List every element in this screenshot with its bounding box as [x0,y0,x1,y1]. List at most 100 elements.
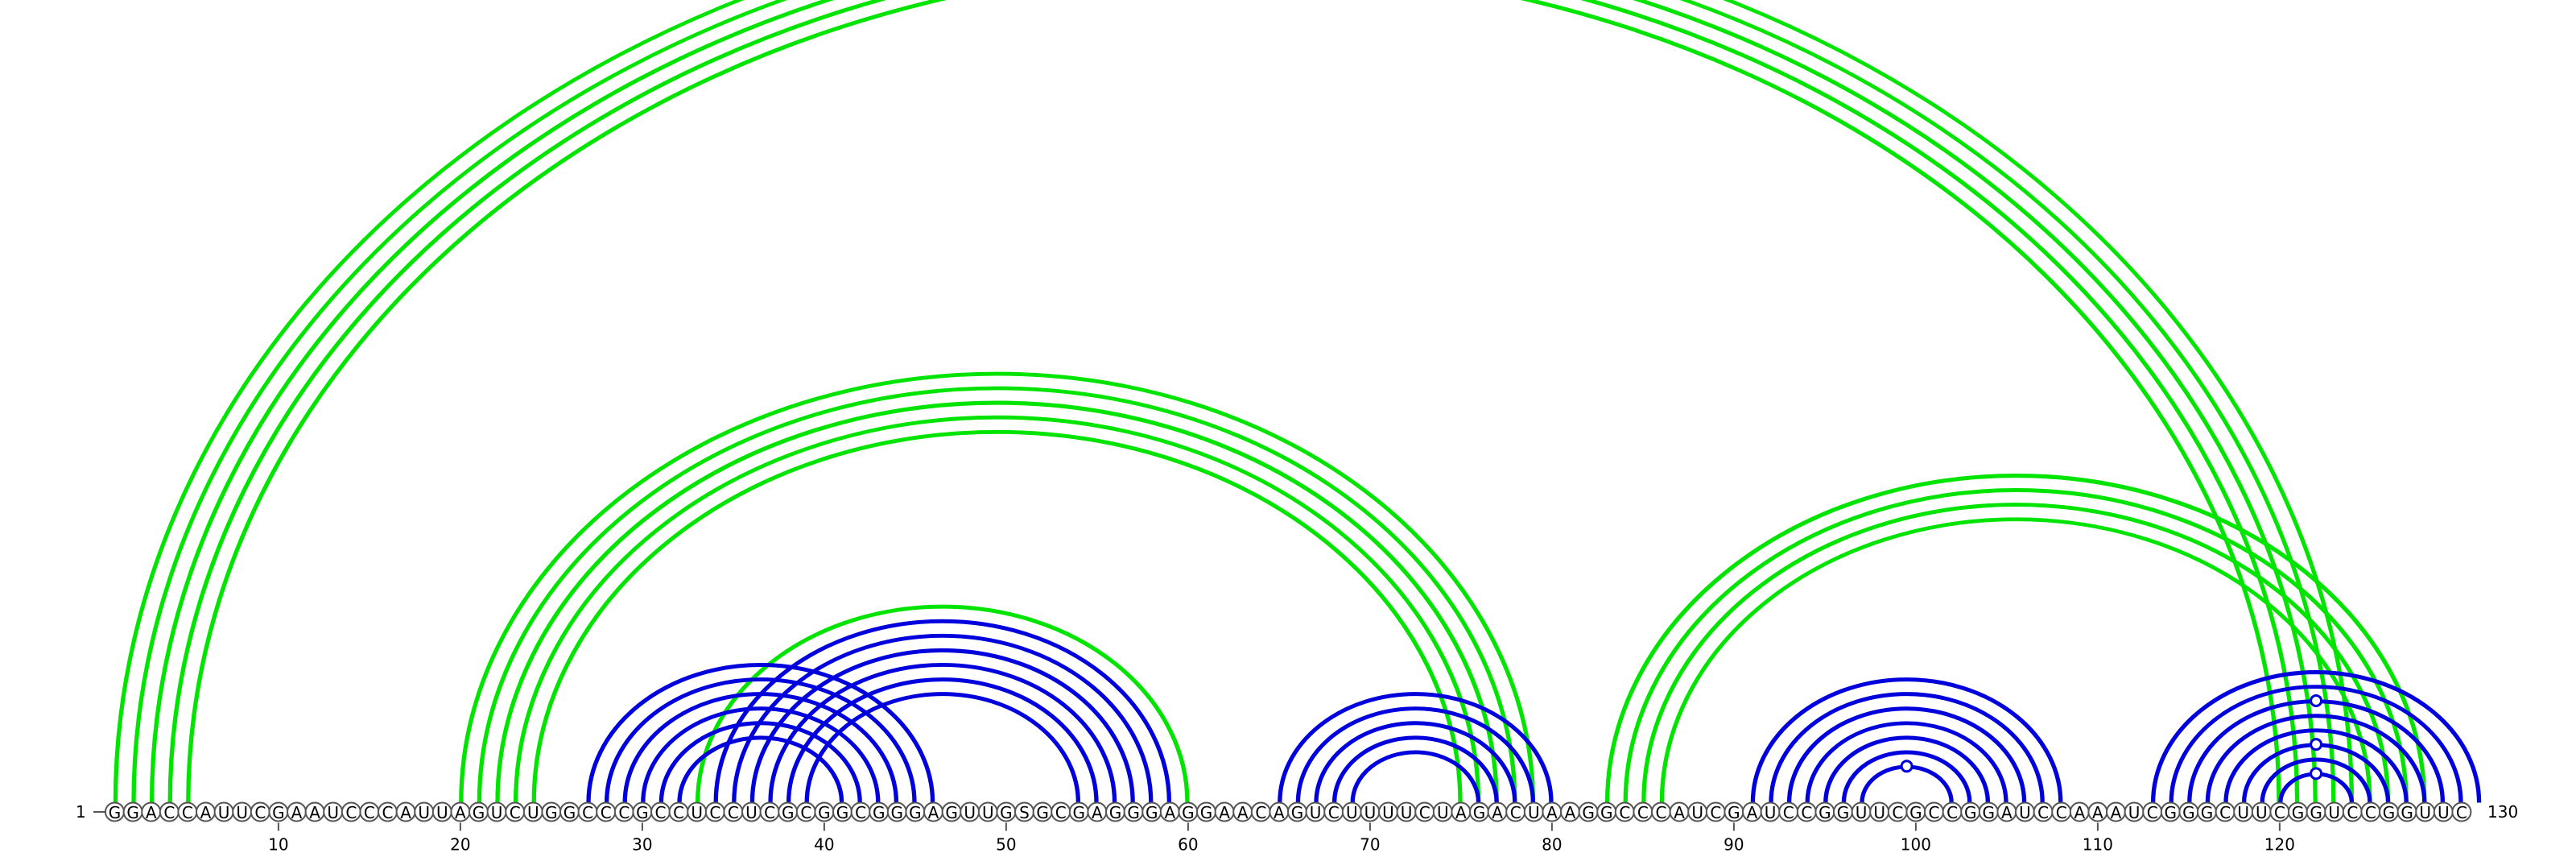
tick-layer: 10 20 30 40 50 60 70 80 90 100 110 120 [268,822,2295,855]
nucleotide-letter: C [254,803,266,822]
nucleotide-3: A [141,801,162,822]
nucleotide-93: C [1778,801,1799,822]
nucleotide-97: U [1851,801,1872,822]
nucleotide-letter: U [2237,803,2249,822]
nucleotide-letter: G [1983,803,1996,822]
nucleotide-letter: U [1528,803,1540,822]
green-arc-2-123 [133,0,2334,803]
nucleotide-41: G [832,801,852,822]
nucleotide-119: U [2251,801,2272,822]
nucleotide-85: C [1633,801,1653,822]
blue-arc-96-103 [1843,751,1971,803]
blue-arc-30-43 [642,707,879,803]
blue-arc-35-58 [732,633,1154,803]
blue-arc-93-106 [1788,707,2025,803]
nucleotide-letter: A [455,803,466,822]
nucleotide-103: G [1960,801,1981,822]
nucleotide-letter: G [473,803,485,822]
nucleotide-letter: U [418,803,430,822]
nucleotide-letter: G [1473,803,1486,822]
nucleotide-82: G [1578,801,1599,822]
nucleotide-30: G [632,801,653,822]
nucleotide-letter: C [709,803,720,822]
nucleotide-45: G [905,801,926,822]
nucleotide-letter: C [2365,803,2376,822]
nucleotide-46: A [923,801,943,822]
green-arc-86-125 [1661,518,2371,803]
nucleotide-64: C [1250,801,1271,822]
nucleotide-letter: G [109,803,122,822]
blue-arc-113-131 [2152,671,2480,803]
blue-arc-116-128 [2207,714,2425,803]
nucleotide-9: C [250,801,270,822]
nucleotide-letter: C [1710,803,1721,822]
nucleotide-letter: C [1328,803,1340,822]
nucleotide-52: G [1032,801,1053,822]
nucleotide-letter: A [1747,803,1758,822]
nucleotide-letter: G [1837,803,1850,822]
nucleotide-letter: C [673,803,684,822]
nucleotide-12: A [304,801,325,822]
nucleotide-letter: G [2182,803,2195,822]
nucleotide-letter: G [818,803,831,822]
nucleotide-25: G [541,801,562,822]
blue-arc-97-102 [1861,765,1953,803]
tick-label-80: 80 [1542,835,1562,855]
nucleotide-88: U [1687,801,1708,822]
sequence-end-label: 130 [2487,802,2518,822]
nucleotide-38: G [778,801,799,822]
green-arc-21-78 [477,386,1517,803]
blue-arc-39-54 [806,693,1080,803]
nucleotide-63: A [1232,801,1253,822]
nucleotide-letter: U [1382,803,1394,822]
nucleotide-letter: G [1036,803,1049,822]
nucleotide-49: U [977,801,998,822]
nucleotide-letter: U [1310,803,1322,822]
nucleotide-71: U [1378,801,1398,822]
nucleotide-letter: C [1419,803,1430,822]
green-arc-20-79 [460,372,1534,803]
nucleotide-letter: C [2219,803,2231,822]
nucleotide-79: U [1523,801,1544,822]
nucleotide-57: G [1123,801,1144,822]
nucleotide-letter: G [2201,803,2214,822]
arcs-layer [113,0,2482,803]
nucleotide-80: A [1542,801,1563,822]
nucleotide-letter: G [564,803,576,822]
nucleotide-letter: A [146,803,157,822]
nucleotide-65: A [1269,801,1290,822]
nucleotide-letter: A [2092,803,2103,822]
nucleotide-letter: G [1182,803,1195,822]
nucleotide-letter: C [1946,803,1958,822]
nucleotide-2: G [122,801,143,822]
nucleotide-17: A [395,801,416,822]
nucleotide-62: A [1214,801,1235,822]
nucleotide-69: U [1341,801,1362,822]
nucleotide-50: G [996,801,1017,822]
nucleotide-22: U [486,801,507,822]
nucleotide-95: G [1814,801,1835,822]
blue-arc-66-79 [1297,707,1534,803]
nucleotide-94: C [1796,801,1817,822]
nucleotide-letter: A [1237,803,1249,822]
nucleotide-19: U [431,801,452,822]
nucleotide-120: C [2269,801,2290,822]
nucleotide-letter: G [1909,803,1922,822]
arc-marker-115-129 [2310,693,2323,707]
blue-arc-68-77 [1333,736,1498,803]
blue-arc-67-78 [1315,722,1516,803]
nucleotide-letter: A [1492,803,1503,822]
green-arc-23-76 [514,416,1480,803]
nucleotide-letter: U [2256,803,2268,822]
nucleotide-61: G [1196,801,1216,822]
nucleotide-16: C [378,801,398,822]
nucleotide-81: A [1560,801,1580,822]
nucleotide-77: A [1487,801,1508,822]
nucleotide-113: C [2142,801,2163,822]
nucleotide-letter: U [2438,803,2450,822]
nucleotide-letter: C [1255,803,1266,822]
green-arc-1-124 [114,0,2353,803]
nucleotide-4: C [159,801,180,822]
nucleotide-60: G [1178,801,1199,822]
